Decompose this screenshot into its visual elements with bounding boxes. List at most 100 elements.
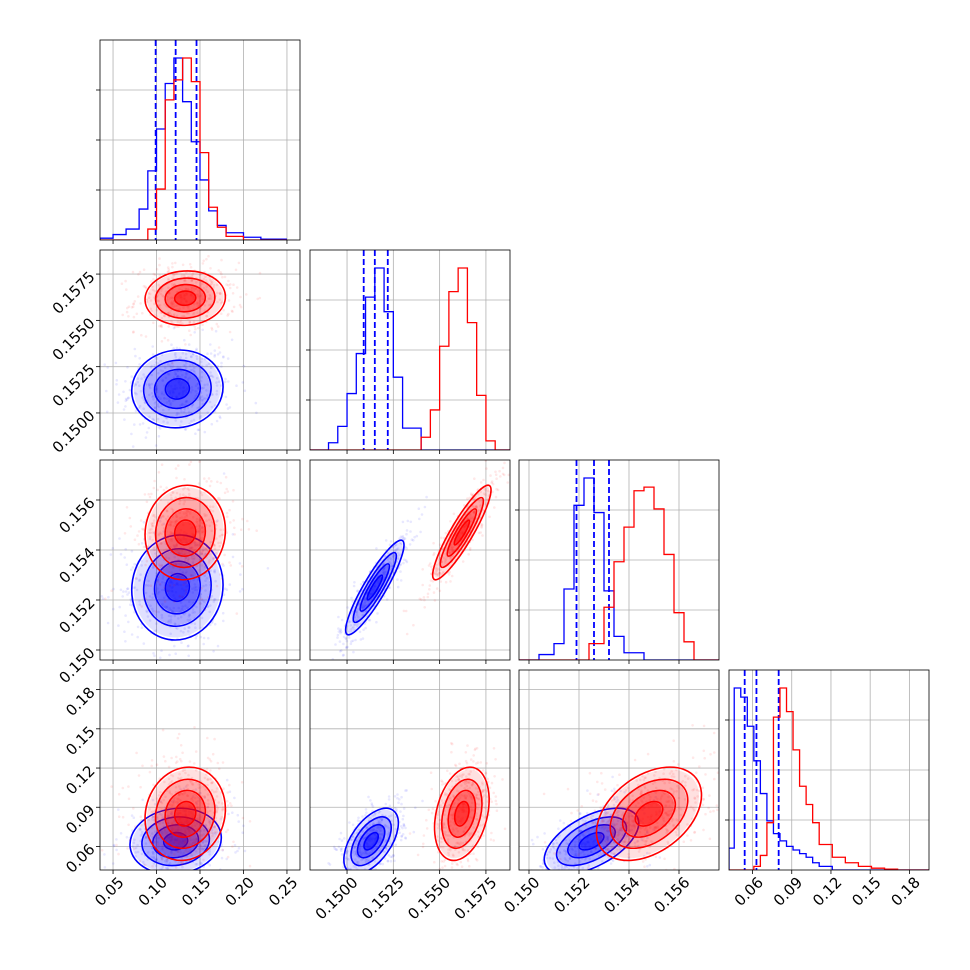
panel-content (519, 460, 719, 660)
red-sample-point (485, 762, 489, 765)
blue-sample-point (361, 815, 364, 818)
blue-sample-point (155, 388, 158, 392)
red-sample-point (206, 793, 210, 796)
blue-sample-point (212, 557, 215, 560)
blue-sample-point (405, 789, 409, 792)
red-sample-point (179, 539, 182, 542)
blue-sample-point (114, 361, 118, 365)
blue-sample-point (158, 427, 162, 430)
blue-sample-point (140, 564, 143, 567)
blue-sample-point (169, 615, 173, 618)
red-sample-point (145, 298, 149, 302)
blue-sample-point (352, 650, 355, 654)
blue-sample-point (402, 537, 406, 540)
red-sample-point (439, 568, 442, 572)
blue-sample-point (149, 366, 153, 369)
red-sample-point (418, 597, 422, 601)
blue-sample-point (335, 848, 339, 851)
red-sample-point (202, 858, 205, 862)
red-sample-point (190, 285, 193, 289)
blue-sample-point (168, 373, 171, 376)
red-sample-point (464, 524, 467, 527)
red-sample-point (199, 294, 202, 298)
red-sample-point (132, 330, 135, 334)
red-sample-point (239, 305, 243, 309)
blue-sample-point (384, 824, 388, 828)
red-sample-point (191, 806, 194, 809)
blue-sample-point (201, 328, 204, 332)
panel-content (310, 460, 510, 660)
blue-sample-point (216, 519, 219, 522)
blue-sample-point (373, 584, 377, 588)
blue-sample-point (164, 871, 167, 874)
blue-sample-point (175, 375, 179, 379)
red-sample-point (205, 519, 208, 522)
blue-sample-point (127, 591, 131, 594)
blue-sample-point (380, 818, 384, 821)
blue-sample-point (189, 546, 193, 550)
blue-sample-point (170, 835, 174, 839)
blue-sample-point (187, 410, 191, 414)
red-sample-point (213, 826, 216, 829)
blue-sample-point (384, 802, 388, 806)
blue-sample-point (394, 549, 398, 552)
blue-sample-point (177, 583, 180, 587)
red-sample-point (447, 550, 451, 554)
blue-sample-point (177, 606, 180, 610)
blue-contour (129, 807, 223, 870)
red-sample-point (194, 327, 197, 331)
blue-sample-point (131, 445, 135, 448)
blue-sample-point (142, 642, 146, 645)
blue-sample-point (181, 865, 184, 869)
red-sample-point (430, 787, 434, 791)
red-sample-point (144, 285, 147, 289)
red-sample-point (171, 296, 174, 300)
blue-sample-point (190, 386, 194, 389)
red-sample-point (181, 792, 185, 796)
red-sample-point (156, 846, 159, 850)
red-sample-point (211, 752, 215, 756)
blue-sample-point (196, 530, 199, 534)
blue-sample-point (155, 357, 158, 360)
blue-sample-point (155, 388, 158, 392)
red-sample-point (194, 837, 198, 841)
blue-sample-point (181, 570, 184, 573)
red-sample-point (166, 535, 170, 538)
blue-sample-point (377, 581, 380, 584)
red-sample-point (479, 481, 483, 484)
red-sample-point (150, 492, 153, 496)
blue-sample-point (177, 829, 180, 832)
red-sample-point (198, 807, 202, 810)
red-sample-point (199, 810, 203, 813)
blue-contour (162, 831, 189, 851)
blue-hist-0 (100, 57, 287, 240)
red-sample-point (442, 556, 446, 560)
blue-sample-point (148, 537, 152, 541)
blue-sample-point (398, 831, 401, 834)
red-sample-point (171, 560, 174, 564)
blue-sample-point (193, 331, 196, 334)
red-sample-point (155, 308, 159, 312)
blue-sample-point (238, 562, 242, 565)
blue-sample-point (243, 389, 247, 393)
red-sample-point (215, 790, 218, 793)
blue-sample-point (170, 586, 173, 590)
blue-sample-point (190, 419, 193, 423)
blue-sample-point (156, 404, 159, 408)
red-sample-point (193, 325, 197, 328)
blue-sample-point (338, 640, 342, 643)
red-sample-point (219, 301, 223, 305)
blue-sample-point (153, 830, 157, 833)
red-sample-point (480, 526, 483, 529)
blue-sample-point (356, 839, 359, 842)
red-sample-point (175, 272, 179, 275)
red-sample-point (171, 548, 174, 551)
red-sample-point (234, 268, 238, 272)
blue-sample-point (210, 621, 214, 624)
blue-sample-point (384, 840, 387, 843)
red-sample-point (192, 575, 196, 578)
red-sample-point (174, 513, 178, 516)
red-sample-point (188, 320, 192, 324)
red-sample-point (423, 606, 427, 609)
blue-sample-point (187, 626, 190, 629)
